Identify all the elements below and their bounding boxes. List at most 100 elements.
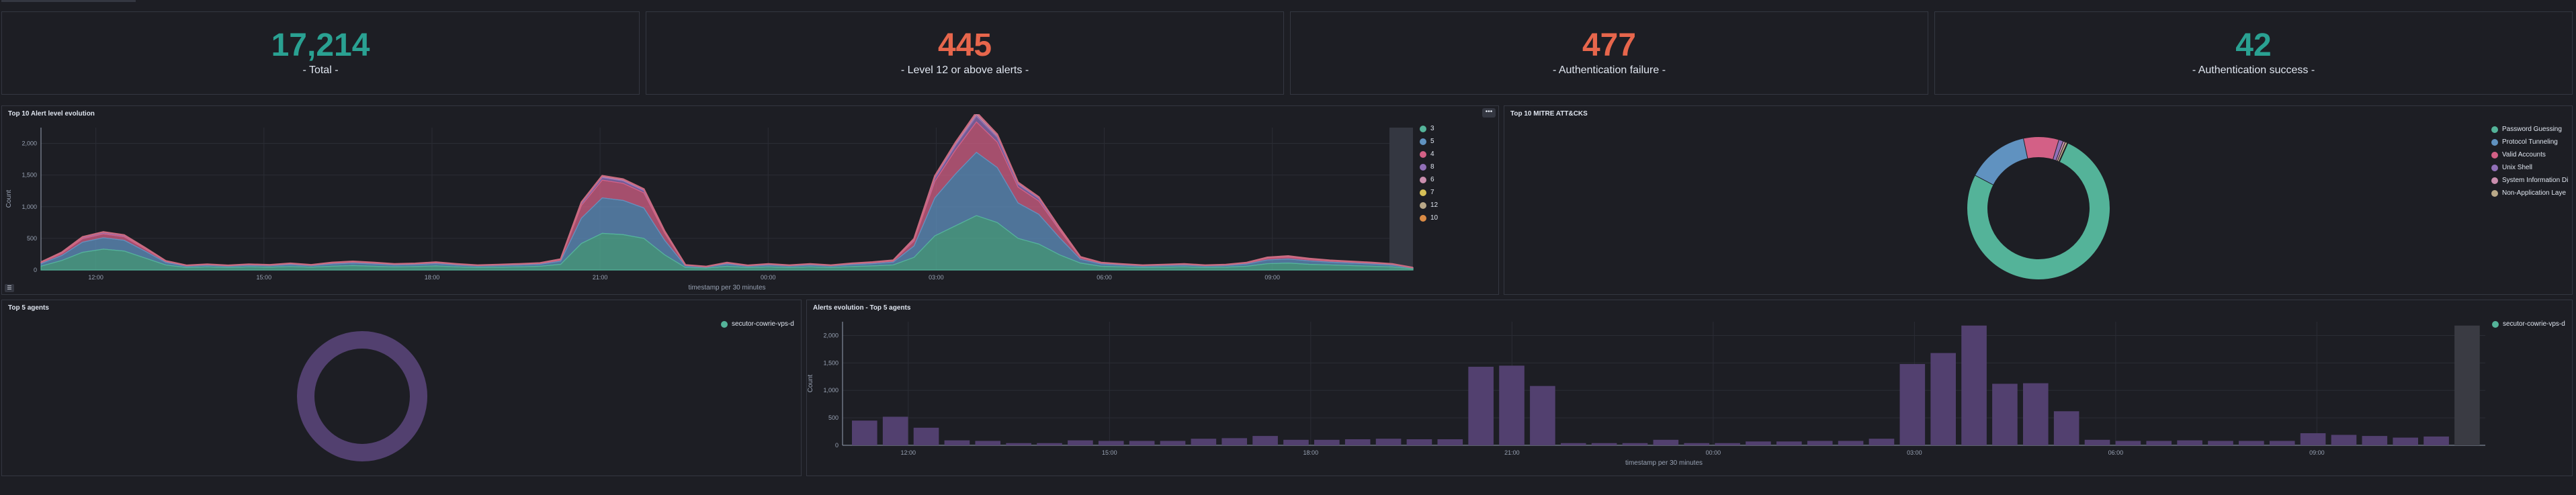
bar <box>1930 353 1956 445</box>
alert-level-legend-item[interactable]: 12 <box>1420 199 1438 212</box>
bar-xtick-label: 03:00 <box>1907 449 1922 456</box>
metric-auth-failure-panel: 477 - Authentication failure - <box>1290 11 1928 95</box>
area-series-7 <box>40 114 1414 269</box>
bar <box>1961 325 1987 445</box>
mitre-legend-item[interactable]: Protocol Tunneling <box>2491 136 2568 148</box>
bar <box>852 420 877 445</box>
legend-dot-icon <box>2492 320 2499 328</box>
alert-level-legend-item[interactable]: 6 <box>1420 173 1438 186</box>
bar-xtick-label: 21:00 <box>1504 449 1520 456</box>
legend-label: 8 <box>1430 163 1434 171</box>
legend-dot-icon <box>721 320 728 328</box>
bar <box>1375 439 1402 445</box>
bar <box>1807 441 1833 445</box>
legend-dot-icon <box>2491 164 2498 171</box>
mitre-legend-item[interactable]: System Information Di <box>2491 174 2568 187</box>
alert-level-area-chart: 0 500 1,000 1,500 2,000 12:00 15:00 18:00 21:00 0… <box>5 114 1414 291</box>
bar <box>2239 441 2264 445</box>
bar <box>1869 439 1895 445</box>
alert-level-legend-item[interactable]: 8 <box>1420 161 1438 173</box>
legend-dot-icon <box>1420 189 1426 196</box>
alert-level-legend-item[interactable]: 4 <box>1420 148 1438 161</box>
area-ytick-label: 1,500 <box>22 172 37 179</box>
bar <box>2269 441 2295 445</box>
legend-label: Protocol Tunneling <box>2502 138 2558 146</box>
alert-level-legend-item[interactable]: 7 <box>1420 186 1438 199</box>
metric-auth-success-label: - Authentication success - <box>2192 64 2315 76</box>
legend-dot-icon <box>1420 214 1426 222</box>
legend-dot-icon <box>2491 126 2498 133</box>
legend-label: Password Guessing <box>2502 126 2562 133</box>
mitre-legend-item[interactable]: Unix Shell <box>2491 161 2568 174</box>
bar <box>1068 440 1093 445</box>
alerts-evolution-panel: Alerts evolution - Top 5 agents 0 500 1,00… <box>806 300 2573 476</box>
bar <box>2300 433 2326 445</box>
agents-legend: secutor-cowrie-vps-d <box>721 318 794 330</box>
partial-bucket-shade <box>1389 128 1413 270</box>
legend-label: Unix Shell <box>2502 164 2533 171</box>
area-series-8 <box>40 116 1414 269</box>
bar <box>944 440 970 445</box>
area-series-3 <box>40 215 1414 271</box>
metric-auth-success-panel: 42 - Authentication success - <box>1934 11 2573 95</box>
area-xtick-label: 12:00 <box>88 274 103 281</box>
top-agents-panel: Top 5 agents secutor-cowrie-vps-d <box>1 300 802 476</box>
bar <box>2115 441 2141 445</box>
area-xtick-label: 18:00 <box>425 274 440 281</box>
ellipsis-icon[interactable]: ••• <box>1482 108 1496 118</box>
metric-total-panel: 17,214 - Total - <box>1 11 640 95</box>
alert-level-legend-item[interactable]: 5 <box>1420 135 1438 148</box>
bar <box>1684 443 1710 445</box>
bar <box>1622 443 1648 445</box>
bar <box>2084 439 2110 445</box>
area-xtick-label: 21:00 <box>593 274 608 281</box>
legend-label: Non-Application Laye <box>2502 189 2567 197</box>
legend-dot-icon <box>1420 150 1426 158</box>
bar <box>2053 411 2079 445</box>
area-y-axis-label: Count <box>5 189 13 208</box>
bar <box>2177 440 2202 445</box>
bar-y-axis-label: Count <box>807 374 814 392</box>
legend-label: Valid Accounts <box>2502 151 2546 159</box>
area-xtick-label: 03:00 <box>929 274 944 281</box>
legend-toggle-icon[interactable]: ☰ <box>5 284 14 292</box>
legend-label: 6 <box>1430 176 1434 183</box>
bar <box>2022 383 2049 445</box>
alert-level-legend-item[interactable]: 3 <box>1420 122 1438 135</box>
bar <box>1252 436 1278 445</box>
alerts-evolution-bar-chart: 0 500 1,000 1,500 2,000 12:00 15:00 18:00 21:00 0… <box>807 322 2485 467</box>
legend-label: 3 <box>1430 125 1434 132</box>
mitre-legend-item[interactable]: Password Guessing <box>2491 123 2568 136</box>
bar-xtick-label: 12:00 <box>901 449 916 456</box>
legend-label: 10 <box>1430 214 1439 222</box>
bar-xtick-label: 18:00 <box>1303 449 1319 456</box>
area-x-axis-label: timestamp per 30 minutes <box>688 284 765 291</box>
bar <box>1530 386 1555 445</box>
metric-auth-failure-value: 477 <box>1582 28 1637 63</box>
mitre-slice-separator <box>2057 142 2067 162</box>
bar <box>1746 441 1771 445</box>
mitre-legend-item[interactable]: Valid Accounts <box>2491 148 2568 161</box>
agents-legend-item[interactable]: secutor-cowrie-vps-d <box>721 318 794 330</box>
bar-ytick-label: 500 <box>828 414 839 421</box>
bar <box>1006 443 1031 445</box>
mitre-donut-chart <box>1967 137 2110 279</box>
bar <box>1992 384 2018 445</box>
metric-total-value: 17,214 <box>271 28 370 63</box>
area-series-5 <box>40 151 1414 269</box>
bar <box>1560 443 1586 445</box>
bar-xtick-label: 09:00 <box>2309 449 2325 456</box>
legend-dot-icon <box>2491 189 2498 197</box>
legend-label: System Information Di <box>2502 177 2569 184</box>
bar-xtick-label: 00:00 <box>1706 449 1721 456</box>
bar <box>2454 325 2480 445</box>
alert-level-evolution-panel: Top 10 Alert level evolution ••• 0 500 1,0… <box>1 105 1499 295</box>
evolution-legend-item[interactable]: secutor-cowrie-vps-d <box>2492 318 2565 330</box>
bar <box>1098 441 1124 445</box>
mitre-slice-separator <box>2059 142 2069 163</box>
alert-level-legend-item[interactable]: 10 <box>1420 212 1438 224</box>
bar-ytick-label: 2,000 <box>823 332 839 339</box>
bar <box>1160 441 1186 445</box>
bar <box>2331 435 2357 445</box>
mitre-legend-item[interactable]: Non-Application Laye <box>2491 187 2568 199</box>
